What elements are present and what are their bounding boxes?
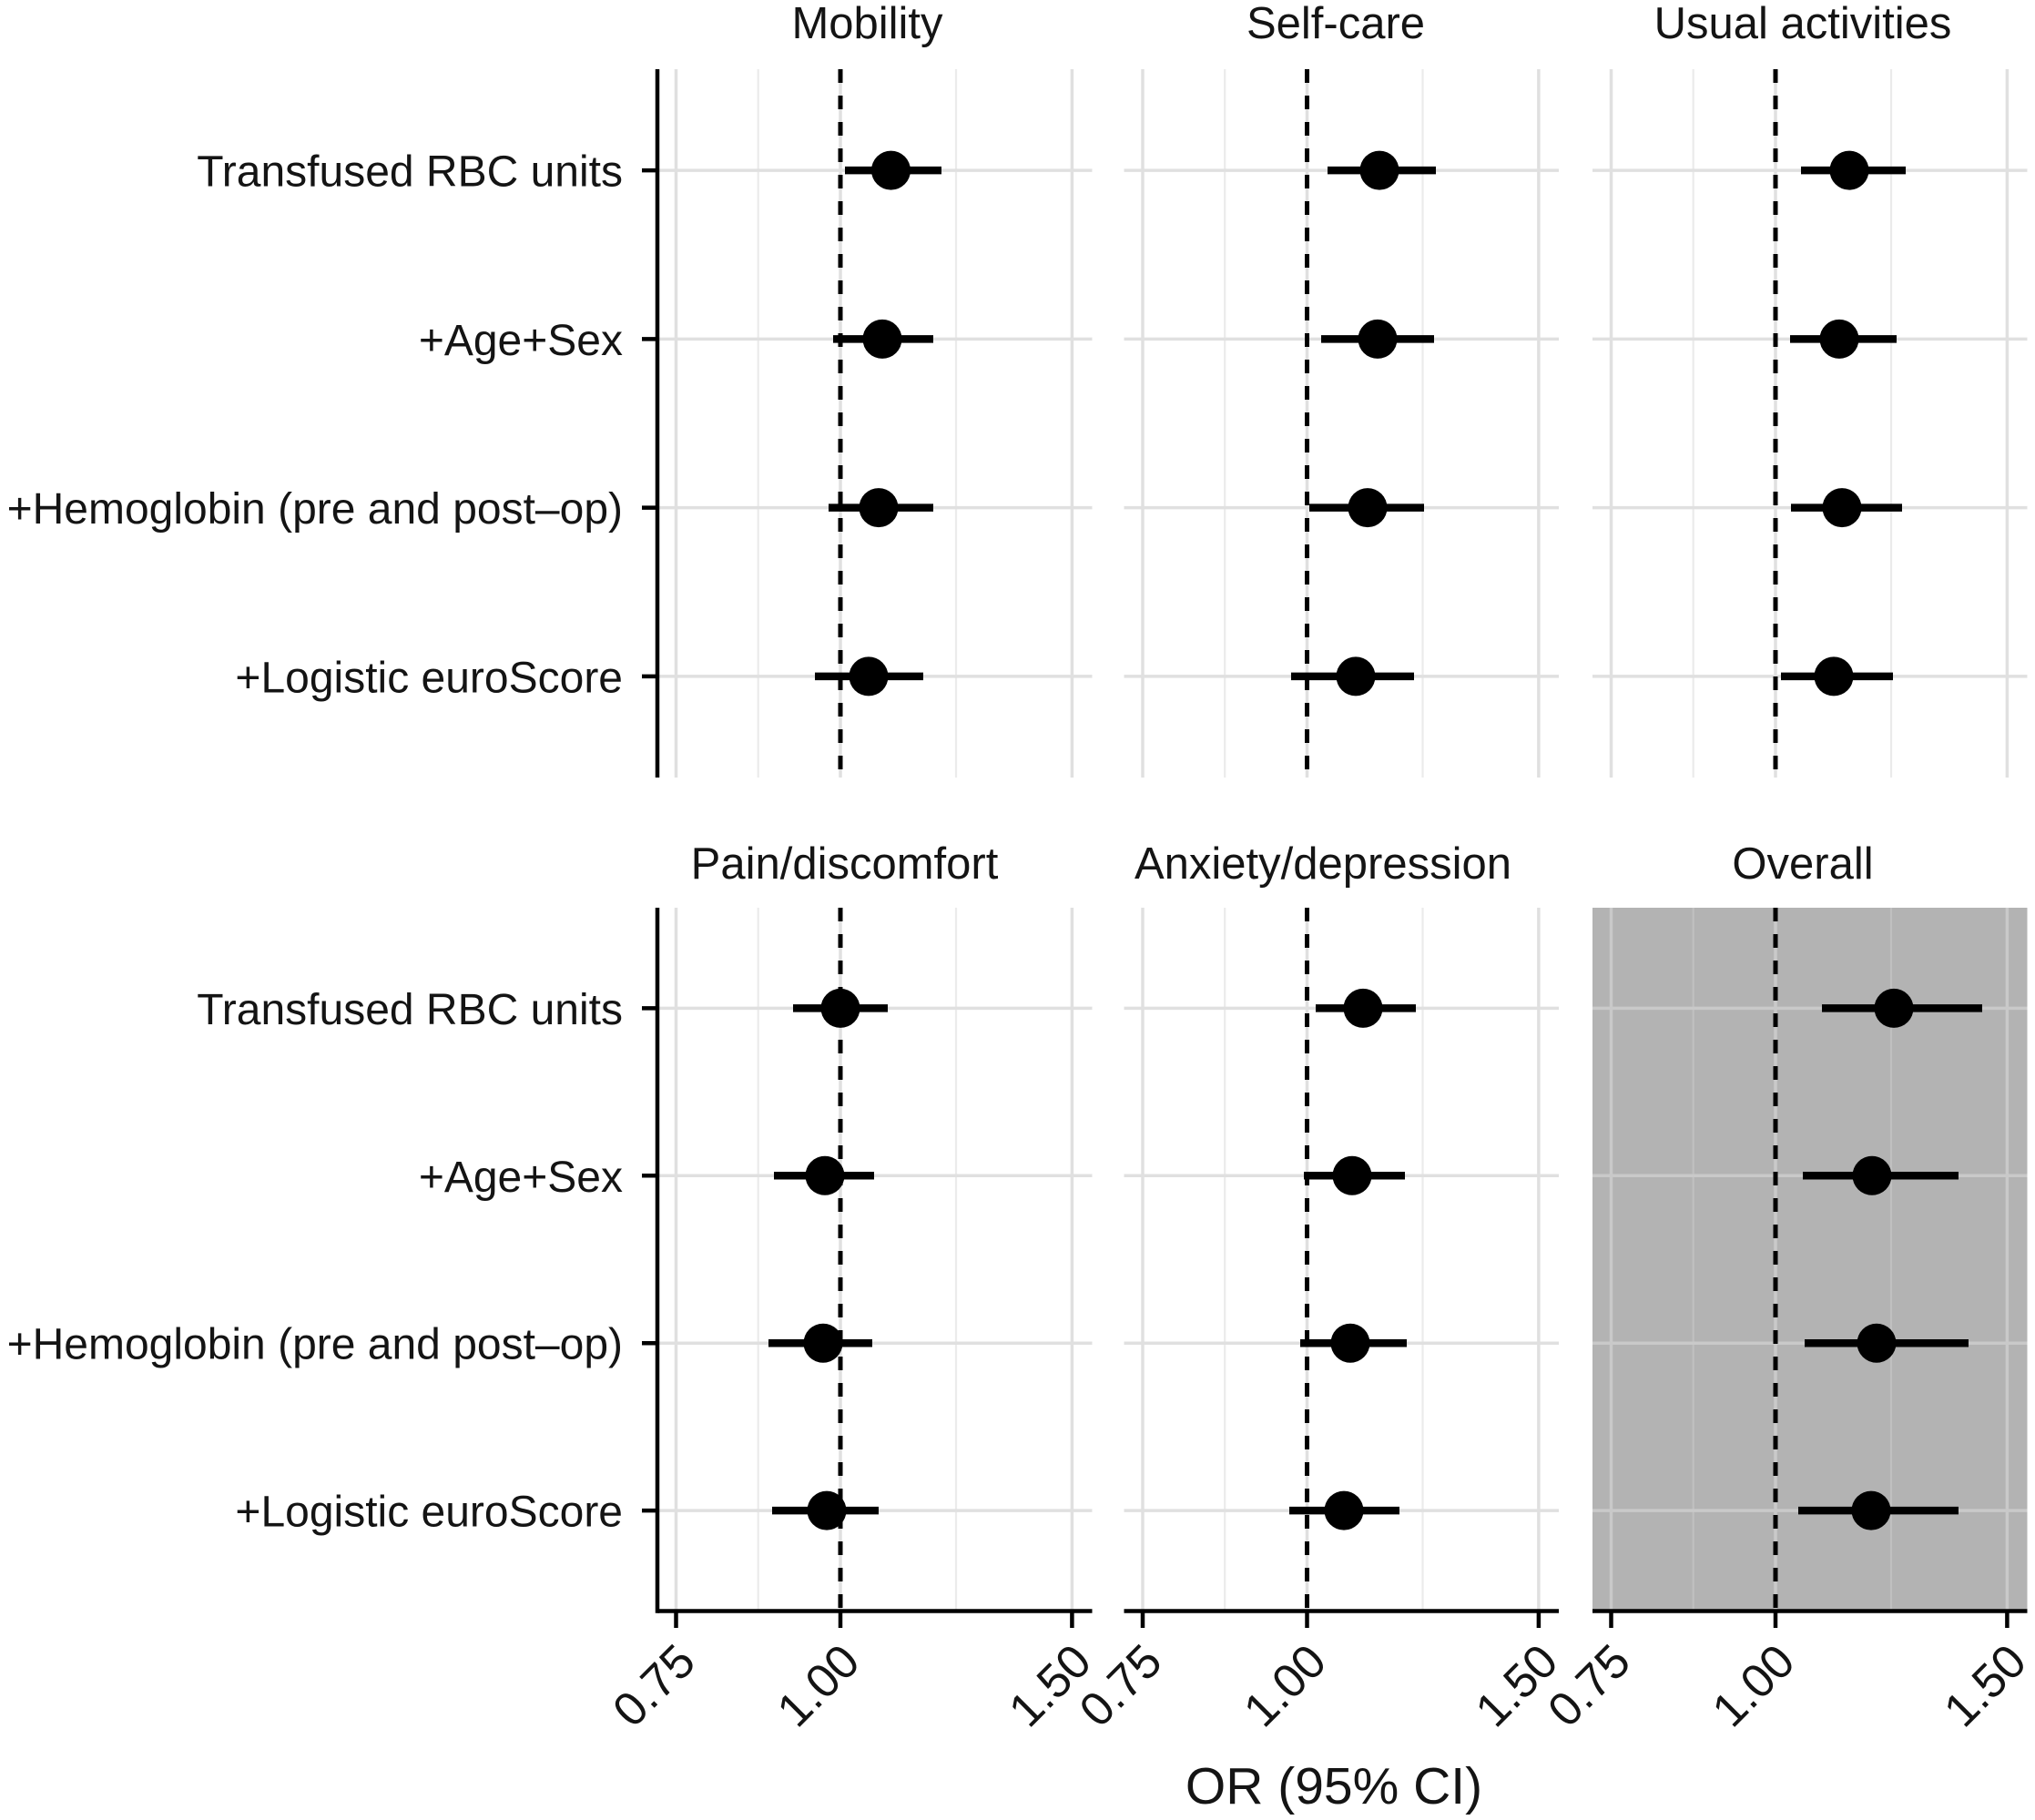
svg-text:Overall: Overall xyxy=(1732,839,1873,889)
svg-text:Mobility: Mobility xyxy=(791,0,943,48)
svg-text:+Age+Sex: +Age+Sex xyxy=(419,317,623,365)
svg-text:Transfused RBC units: Transfused RBC units xyxy=(197,986,623,1034)
svg-text:+Hemoglobin (pre and post–op): +Hemoglobin (pre and post–op) xyxy=(7,1321,623,1369)
svg-text:OR (95% CI): OR (95% CI) xyxy=(1185,1757,1482,1815)
svg-text:Anxiety/depression: Anxiety/depression xyxy=(1135,839,1511,889)
svg-text:Usual activities: Usual activities xyxy=(1654,0,1952,48)
svg-text:+Hemoglobin (pre and post–op): +Hemoglobin (pre and post–op) xyxy=(7,485,623,534)
svg-text:+Age+Sex: +Age+Sex xyxy=(419,1154,623,1202)
svg-text:Transfused RBC units: Transfused RBC units xyxy=(197,148,623,197)
svg-text:+Logistic euroScore: +Logistic euroScore xyxy=(235,1489,623,1537)
svg-text:Pain/discomfort: Pain/discomfort xyxy=(691,839,999,889)
svg-text:+Logistic euroScore: +Logistic euroScore xyxy=(235,654,623,702)
svg-text:Self-care: Self-care xyxy=(1246,0,1425,48)
